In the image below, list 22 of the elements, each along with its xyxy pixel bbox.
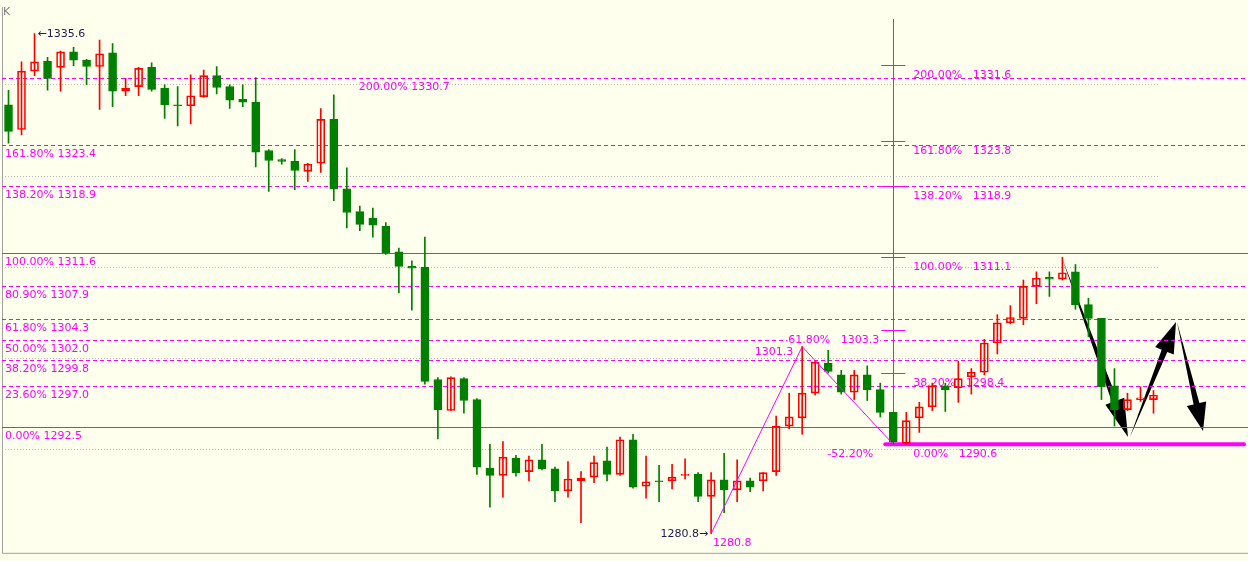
annotation: K (3, 4, 11, 18)
ref-line-label: 23.60% 1297.0 (5, 387, 89, 401)
annotation: 0.00% 1290.6 (913, 447, 998, 461)
ref-line-label: 80.90% 1307.9 (5, 288, 89, 302)
ref-line-label: 50.00% 1302.0 (5, 342, 89, 356)
ref-line-label: 100.00% 1311.6 (5, 254, 96, 268)
annotation: 1280.8→ (660, 526, 709, 540)
annotation: 1301.3 (754, 344, 794, 358)
annotation: 200.00% 1331.6 (913, 67, 1012, 81)
ref-line-label: 200.00% 1330.7 (358, 80, 450, 94)
ref-line-label: 61.80% 1304.3 (5, 321, 89, 335)
ref-line-label: 138.20% 1318.9 (5, 187, 96, 201)
annotation: 138.20% 1318.9 (913, 188, 1012, 202)
ref-line-label: 0.00% 1292.5 (5, 428, 82, 442)
annotation: ←1335.6 (37, 26, 86, 40)
annotation: -52.20% (827, 447, 874, 461)
annotation: 161.80% 1323.8 (913, 144, 1012, 158)
ref-line-label: 161.80% 1323.4 (5, 146, 96, 160)
annotation: 100.00% 1311.1 (913, 260, 1012, 274)
ref-line-label: 38.20% 1299.8 (5, 362, 89, 376)
annotation: 61.80% 1303.3 (788, 332, 880, 346)
annotation: 1280.8 (713, 535, 752, 549)
